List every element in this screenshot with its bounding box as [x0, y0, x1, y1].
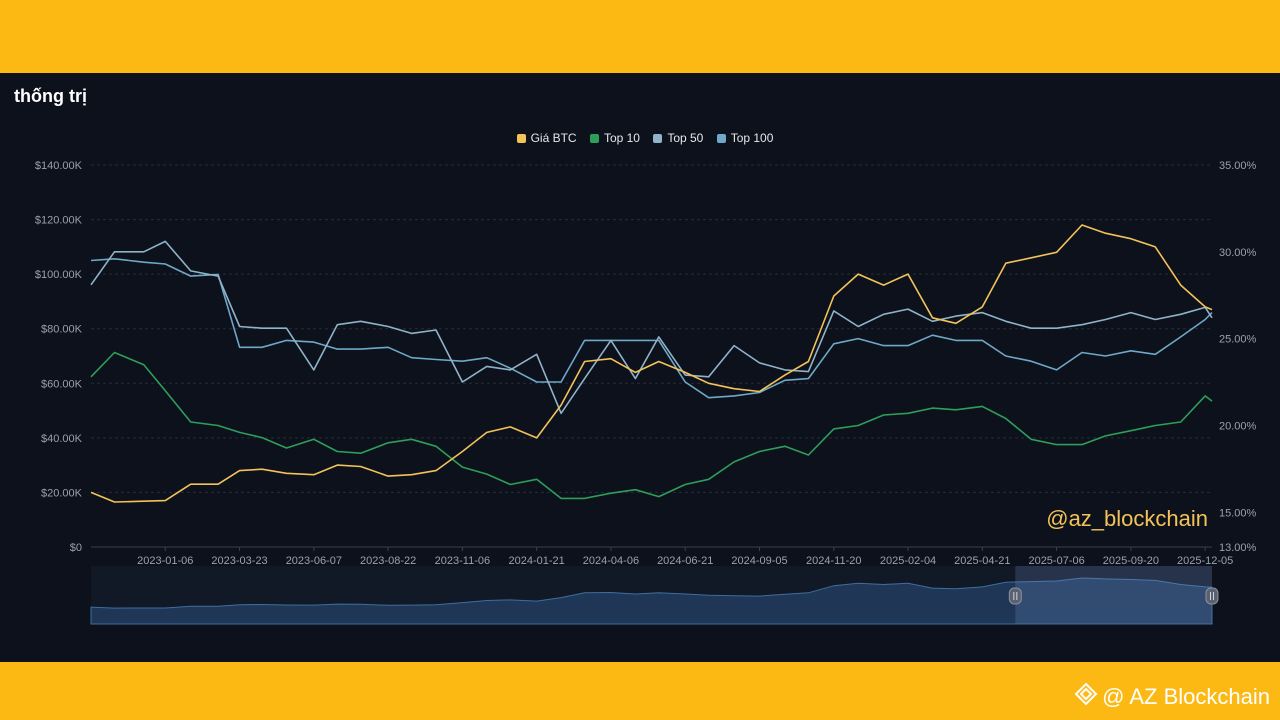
range-handle-left[interactable]: [1008, 587, 1022, 605]
brand-label: @ AZ Blockchain: [1074, 682, 1270, 712]
x-tick-label: 2023-08-22: [360, 555, 416, 567]
series-line-top100: [90, 257, 1213, 399]
y-left-tick-label: $100.00K: [35, 269, 83, 281]
x-tick-label: 2024-11-20: [806, 555, 861, 567]
legend-swatch-top50: [653, 134, 663, 143]
y-left-tick-label: $120.00K: [35, 215, 83, 227]
y-right-tick-label: 25.00%: [1219, 334, 1257, 346]
legend-label-top10: Top 10: [603, 131, 640, 145]
legend-item-top100[interactable]: Top 100: [716, 131, 774, 145]
x-tick-label: 2025-07-06: [1028, 555, 1084, 567]
x-tick-label: 2024-09-05: [731, 555, 787, 567]
x-tick-label: 2024-04-06: [583, 555, 639, 567]
x-tick-label: 2023-06-07: [286, 555, 342, 567]
page-title: thống trị: [14, 86, 87, 106]
y-right-tick-label: 20.00%: [1219, 420, 1257, 432]
legend-label-top100: Top 100: [730, 131, 774, 145]
x-tick-label: 2025-09-20: [1103, 555, 1159, 567]
legend-swatch-top100: [716, 134, 726, 143]
x-tick-label: 2024-01-21: [509, 555, 565, 567]
series-line-btc-price: [90, 224, 1213, 503]
x-tick-label: 2023-03-23: [211, 555, 267, 567]
top-banner: [0, 0, 1280, 73]
chart-legend: Giá BTC Top 10 Top 50 Top 100: [0, 131, 1280, 145]
chart-panel: [0, 73, 1280, 662]
y-left-tick-label: $0: [70, 542, 82, 554]
x-tick-label: 2024-06-21: [657, 555, 713, 567]
bottom-banner: [0, 662, 1280, 720]
y-right-tick-label: 35.00%: [1219, 160, 1257, 172]
y-right-tick-label: 15.00%: [1219, 507, 1257, 519]
binance-diamond-icon: [1074, 682, 1098, 712]
y-left-tick-label: $20.00K: [41, 487, 83, 499]
range-handle-right[interactable]: [1205, 587, 1219, 605]
legend-item-btc[interactable]: Giá BTC: [516, 131, 577, 145]
y-left-tick-label: $140.00K: [35, 160, 83, 172]
legend-item-top10[interactable]: Top 10: [589, 131, 640, 145]
series-line-top50: [90, 240, 1213, 415]
series-line-top10: [90, 351, 1213, 500]
y-right-tick-label: 30.00%: [1219, 247, 1257, 259]
x-tick-label: 2023-11-06: [435, 555, 490, 567]
x-tick-label: 2025-12-05: [1177, 555, 1233, 567]
watermark: @az_blockchain: [1046, 506, 1208, 531]
y-right-tick-label: 13.00%: [1219, 542, 1257, 554]
legend-swatch-top10: [589, 134, 599, 143]
legend-swatch-btc: [516, 134, 526, 143]
y-left-tick-label: $80.00K: [41, 324, 83, 336]
legend-label-top50: Top 50: [667, 131, 704, 145]
x-tick-label: 2023-01-06: [137, 555, 193, 567]
legend-item-top50[interactable]: Top 50: [653, 131, 703, 145]
legend-label-btc: Giá BTC: [530, 131, 577, 145]
y-left-tick-label: $60.00K: [41, 378, 83, 390]
range-navigator-area: [90, 577, 1213, 625]
range-navigator-selection: [1015, 566, 1212, 624]
y-left-tick-label: $40.00K: [41, 433, 83, 445]
x-tick-label: 2025-02-04: [880, 555, 936, 567]
x-tick-label: 2025-04-21: [954, 555, 1010, 567]
brand-text: @ AZ Blockchain: [1102, 684, 1270, 709]
